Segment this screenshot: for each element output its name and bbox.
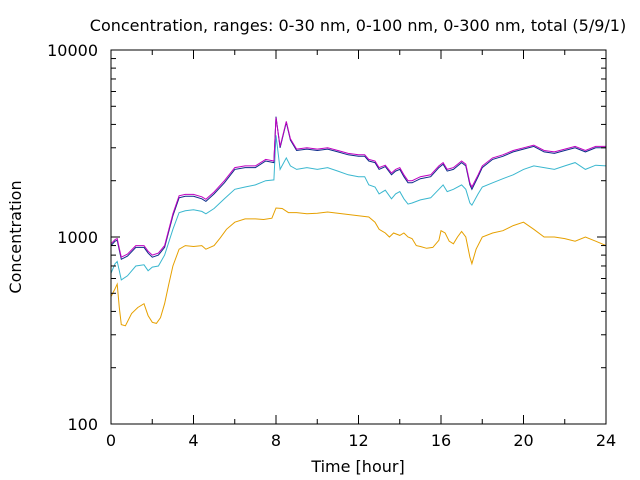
x-tick-label: 12 — [348, 431, 368, 450]
series-layer — [110, 116, 607, 327]
plot-frame — [110, 49, 607, 425]
axes-layer: 0 4 8 12 16 20 24 100 1000 10000 — [47, 41, 616, 450]
x-tick-label: 4 — [188, 431, 198, 450]
y-tick-label: 10000 — [47, 41, 98, 60]
series-line-4 — [110, 117, 606, 258]
y-tick-label: 100 — [67, 415, 98, 434]
x-tick-label: 20 — [513, 431, 533, 450]
chart-title: Concentration, ranges: 0-30 nm, 0-100 nm… — [90, 16, 626, 35]
x-tick-label: 24 — [596, 431, 616, 450]
series-line-3 — [110, 116, 606, 261]
x-axis-label: Time [hour] — [310, 457, 404, 476]
y-tick-label: 1000 — [57, 228, 98, 247]
x-tick-label: 16 — [431, 431, 451, 450]
series-line-2 — [110, 135, 607, 281]
x-tick-label: 0 — [106, 431, 116, 450]
y-axis-label: Concentration — [6, 180, 25, 293]
series-line-1 — [110, 207, 607, 327]
x-tick-label: 8 — [271, 431, 281, 450]
